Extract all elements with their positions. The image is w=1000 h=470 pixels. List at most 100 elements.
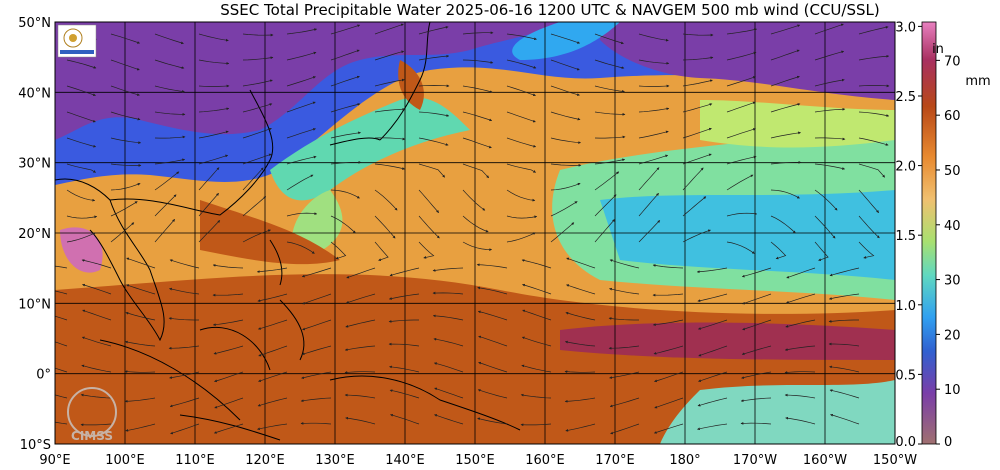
- wind-streamline: [55, 315, 68, 321]
- cimss-watermark: CIMSS: [67, 387, 117, 443]
- wind-streamline: [286, 212, 318, 217]
- wind-streamline: [726, 241, 755, 254]
- wind-streamline: [154, 59, 185, 69]
- colorbar-inch-label: 2.5: [895, 90, 916, 105]
- wind-streamline: [214, 397, 244, 409]
- wind-streamline: [154, 33, 184, 45]
- wind-streamline: [726, 76, 756, 87]
- wind-streamline: [242, 229, 271, 243]
- wind-streamline: [565, 311, 596, 321]
- colorbar-inch-label: 2.0: [895, 160, 916, 175]
- wind-streamline: [110, 222, 135, 243]
- wind-streamline: [638, 167, 660, 191]
- wind-streamline: [286, 76, 316, 87]
- wind-streamline: [286, 174, 314, 191]
- longitude-label: 100°E: [105, 453, 145, 468]
- wind-streamline: [418, 189, 440, 213]
- wind-streamline: [80, 393, 112, 399]
- wind-streamline: [462, 85, 493, 93]
- wind-streamline: [682, 167, 704, 191]
- wind-streamline: [169, 371, 200, 379]
- wind-streamline: [814, 163, 846, 170]
- wind-streamline: [741, 371, 772, 379]
- longitude-label: 170°E: [595, 453, 635, 468]
- wind-streamline: [654, 371, 684, 383]
- wind-streamline: [653, 345, 684, 355]
- wind-streamline: [609, 371, 640, 379]
- latitude-label: 20°N: [18, 227, 51, 242]
- wind-streamline: [302, 293, 332, 305]
- map-frame: [54, 21, 896, 445]
- wind-streamline: [462, 111, 493, 122]
- colorbar-mm-label: 70: [944, 54, 961, 69]
- wind-streamline: [521, 364, 552, 373]
- wind-streamline: [168, 345, 200, 350]
- wind-streamline: [258, 345, 288, 357]
- colorbar-mm-ticks: 0 10 20 30 40 50 60 70: [936, 54, 961, 450]
- wind-streamline: [594, 111, 626, 116]
- wind-streamline: [434, 414, 464, 425]
- wind-streamline: [652, 264, 684, 269]
- wind-streamline: [858, 25, 889, 35]
- wind-streamline: [374, 189, 398, 211]
- wind-streamline: [609, 397, 640, 408]
- wind-streamline: [66, 59, 97, 69]
- colorbar-ramp: [921, 21, 937, 445]
- wind-streamline: [697, 397, 728, 407]
- wind-streamline: [198, 107, 230, 113]
- wind-streamline: [212, 264, 244, 269]
- wind-streamline: [698, 345, 728, 357]
- wind-streamline: [654, 397, 684, 409]
- longitude-label: 90°E: [39, 453, 70, 468]
- wind-streamline: [477, 286, 508, 295]
- wind-streamline: [170, 423, 200, 435]
- wind-streamline: [462, 241, 493, 251]
- wind-streamline: [374, 78, 405, 87]
- wind-streamline: [696, 267, 728, 274]
- wind-streamline: [638, 220, 661, 243]
- longitude-label: 180°: [669, 453, 700, 468]
- wind-streamline: [506, 163, 537, 173]
- wind-streamline: [154, 171, 180, 191]
- wind-streamline: [521, 336, 552, 347]
- wind-streamline: [565, 423, 596, 432]
- wind-streamline: [432, 267, 464, 272]
- wind-streamline: [858, 215, 880, 239]
- wind-streamline: [506, 189, 536, 202]
- wind-streamline: [830, 413, 860, 425]
- wind-streamline: [742, 319, 772, 331]
- wind-streamline: [829, 267, 860, 277]
- wind-streamline: [638, 33, 669, 42]
- wind-streamline: [374, 163, 406, 170]
- wind-streamline: [784, 371, 816, 374]
- colorbar-mm-label: 20: [944, 328, 961, 343]
- wind-streamline: [462, 163, 490, 179]
- wind-streamline: [462, 31, 494, 35]
- wind-streamline: [828, 319, 859, 323]
- colorbar-inch-label: 0.0: [895, 435, 916, 450]
- wind-streamline: [286, 51, 317, 61]
- wind-streamline: [462, 59, 494, 64]
- wind-streamline: [55, 265, 68, 269]
- wind-streamline: [477, 389, 508, 399]
- wind-streamline: [478, 335, 508, 347]
- wind-streamline: [506, 232, 536, 243]
- wind-streamline: [828, 293, 860, 300]
- colorbar-mm-label: 0: [944, 435, 952, 450]
- wind-streamline: [462, 189, 486, 211]
- wind-streamline: [653, 423, 684, 434]
- wind-streamline: [682, 127, 712, 139]
- wind-streamline: [242, 167, 264, 191]
- wind-streamline: [594, 59, 625, 69]
- wind-streamline: [652, 293, 684, 297]
- wind-streamline: [770, 161, 802, 165]
- wind-streamline: [770, 131, 801, 139]
- wind-streamline: [213, 345, 244, 355]
- wind-streamline: [286, 155, 317, 165]
- watermark-text: CIMSS: [71, 429, 113, 443]
- colorbar-unit-inches: in: [932, 42, 944, 57]
- wind-streamline: [785, 293, 816, 304]
- wind-streamline: [154, 219, 176, 243]
- wind-streamline: [550, 201, 578, 217]
- wind-streamline: [814, 23, 844, 35]
